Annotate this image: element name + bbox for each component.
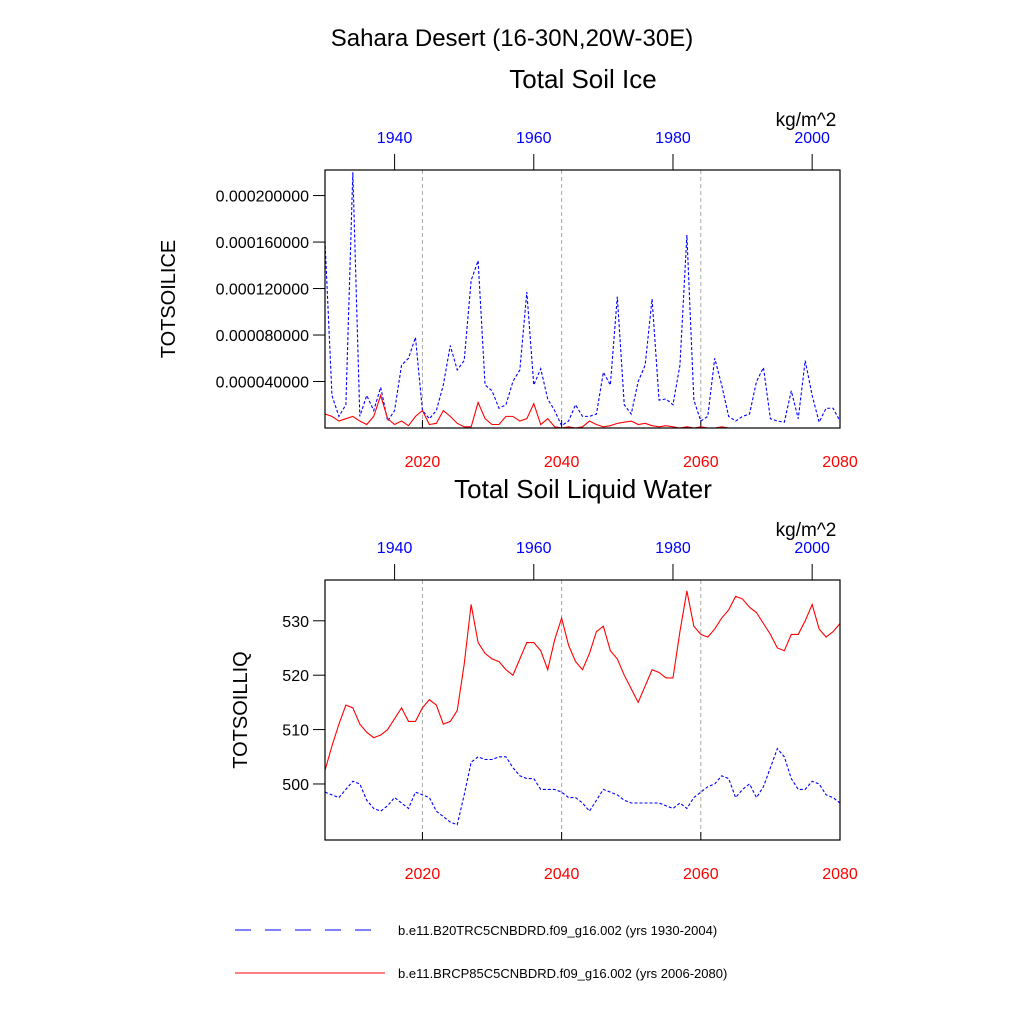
series-line <box>325 172 840 427</box>
plot-frame <box>324 579 841 841</box>
y-tick-label: 0.000200000 <box>216 189 310 206</box>
series-line <box>325 393 840 428</box>
units-label: kg/m^2 <box>776 110 837 131</box>
figure-title: Sahara Desert (16-30N,20W-30E) <box>331 25 693 52</box>
x-tick-label: 2020 <box>405 866 441 883</box>
x2-tick-label: 1960 <box>516 130 552 147</box>
y-tick-label: 0.000080000 <box>216 328 310 345</box>
panel-title: Total Soil Liquid Water <box>454 474 712 504</box>
series-line <box>325 590 840 771</box>
x-tick-label: 2080 <box>822 454 858 471</box>
x2-tick-label: 1980 <box>655 540 691 557</box>
series-line <box>325 747 840 826</box>
y-tick-label: 0.000040000 <box>216 375 310 392</box>
y-tick-label: 500 <box>282 777 309 794</box>
x-tick-label: 2080 <box>822 866 858 883</box>
y-axis-label: TOTSOILICE <box>158 240 180 359</box>
y-axis-label: TOTSOILLIQ <box>230 651 252 768</box>
y-tick-label: 520 <box>282 668 309 685</box>
x2-tick-label: 1940 <box>377 540 413 557</box>
x2-tick-label: 1940 <box>377 130 413 147</box>
x2-tick-label: 2000 <box>794 130 830 147</box>
x-tick-label: 2060 <box>683 454 719 471</box>
plot-frame <box>324 169 841 429</box>
x2-tick-label: 1960 <box>516 540 552 557</box>
x-tick-label: 2040 <box>544 454 580 471</box>
x-tick-label: 2040 <box>544 866 580 883</box>
legend-label: b.e11.B20TRC5CNBDRD.f09_g16.002 (yrs 193… <box>398 923 717 938</box>
panel: Total Soil Liquid Water kg/m^2 TOTSOILLIQ 2… <box>230 474 858 883</box>
panel-title: Total Soil Ice <box>509 64 656 94</box>
y-tick-label: 0.000120000 <box>216 282 310 299</box>
x-tick-label: 2060 <box>683 866 719 883</box>
y-tick-label: 530 <box>282 614 309 631</box>
y-tick-label: 510 <box>282 723 309 740</box>
x2-tick-label: 2000 <box>794 540 830 557</box>
panel: Total Soil Ice kg/m^2 TOTSOILICE 2020 2040 20… <box>158 64 858 471</box>
units-label: kg/m^2 <box>776 520 837 541</box>
x2-tick-label: 1980 <box>655 130 691 147</box>
x-tick-label: 2020 <box>405 454 441 471</box>
legend-label: b.e11.BRCP85C5CNBDRD.f09_g16.002 (yrs 20… <box>398 966 727 981</box>
y-tick-label: 0.000160000 <box>216 235 310 252</box>
